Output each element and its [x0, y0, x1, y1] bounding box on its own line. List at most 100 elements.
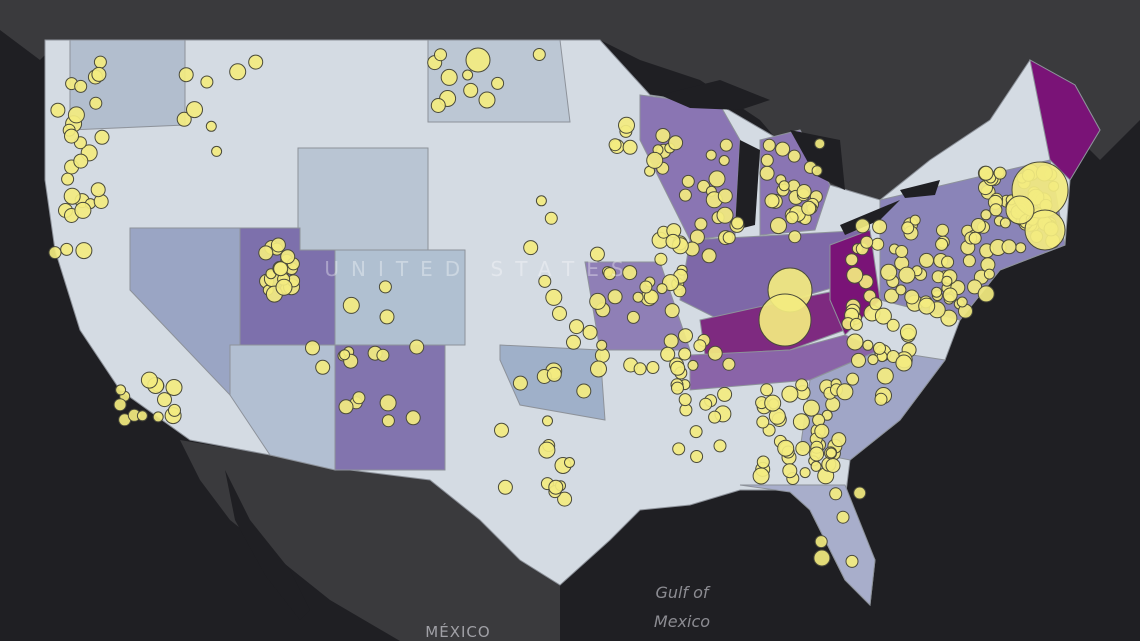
marker — [564, 457, 575, 468]
marker — [718, 155, 730, 166]
marker — [770, 217, 787, 235]
marker — [871, 237, 885, 251]
marker — [764, 193, 780, 209]
marker — [792, 413, 810, 431]
marker — [778, 180, 790, 192]
marker — [405, 410, 421, 426]
marker — [785, 211, 799, 225]
marker — [379, 394, 397, 412]
marker — [258, 245, 274, 261]
marker — [699, 397, 713, 411]
marker — [722, 357, 736, 371]
state — [334, 249, 466, 346]
marker — [880, 263, 898, 281]
marker — [701, 248, 717, 264]
marker — [73, 153, 89, 169]
marker — [211, 145, 223, 157]
marker — [722, 231, 736, 245]
marker — [60, 242, 74, 256]
state — [1029, 59, 1101, 181]
marker — [315, 359, 331, 375]
lake — [735, 140, 760, 230]
marker — [64, 128, 79, 144]
marker — [89, 96, 103, 110]
marker — [115, 384, 127, 396]
marker — [935, 237, 949, 251]
marker — [845, 554, 859, 568]
marker — [178, 67, 194, 83]
marker — [338, 399, 354, 415]
water-label: Gulf of — [655, 583, 710, 602]
marker — [434, 48, 447, 62]
marker — [229, 63, 247, 81]
marker — [909, 214, 921, 226]
marker — [980, 209, 992, 221]
marker — [248, 54, 264, 70]
marker — [378, 280, 392, 294]
marker — [918, 297, 936, 315]
marker — [532, 48, 546, 61]
marker — [884, 288, 899, 304]
marker — [825, 458, 841, 473]
marker — [50, 102, 66, 118]
marker — [440, 68, 458, 86]
marker — [895, 245, 909, 258]
marker — [157, 392, 172, 408]
marker — [978, 165, 994, 181]
marker — [681, 174, 695, 188]
marker — [557, 491, 573, 507]
marker — [140, 371, 158, 389]
marker — [941, 255, 955, 269]
marker — [983, 268, 995, 280]
marker — [851, 352, 866, 368]
marker — [465, 47, 491, 73]
marker — [280, 249, 296, 265]
marker — [795, 441, 811, 456]
marker — [936, 223, 949, 237]
marker — [538, 274, 552, 288]
marker — [544, 211, 558, 225]
marker — [678, 328, 693, 344]
marker — [67, 106, 85, 124]
marker — [846, 266, 864, 284]
state — [297, 147, 429, 251]
marker — [810, 460, 822, 472]
marker — [919, 252, 934, 268]
marker — [687, 359, 699, 371]
mexico — [180, 440, 560, 641]
marker — [569, 319, 584, 335]
marker — [825, 396, 841, 412]
marker — [836, 510, 850, 524]
marker — [869, 297, 883, 311]
marker — [788, 230, 802, 244]
marker — [899, 323, 917, 341]
marker — [873, 341, 886, 355]
marker — [523, 240, 539, 256]
marker — [678, 188, 692, 202]
marker — [352, 391, 366, 405]
marker — [552, 306, 567, 321]
marker — [977, 285, 995, 303]
marker — [802, 399, 820, 417]
marker — [376, 348, 390, 362]
marker — [762, 138, 776, 152]
marker — [186, 101, 203, 119]
marker — [758, 293, 812, 347]
marker — [176, 111, 192, 127]
marker — [342, 296, 360, 314]
state — [69, 39, 186, 131]
marker — [512, 375, 528, 391]
lake — [660, 80, 770, 110]
marker — [867, 354, 879, 366]
marker — [795, 378, 809, 392]
marker — [689, 425, 703, 439]
state — [499, 344, 606, 421]
marker — [136, 410, 148, 422]
marker — [668, 135, 684, 151]
marker — [545, 288, 563, 306]
marker — [874, 307, 892, 325]
marker — [956, 296, 968, 308]
marker — [654, 252, 668, 266]
marker — [576, 383, 592, 399]
